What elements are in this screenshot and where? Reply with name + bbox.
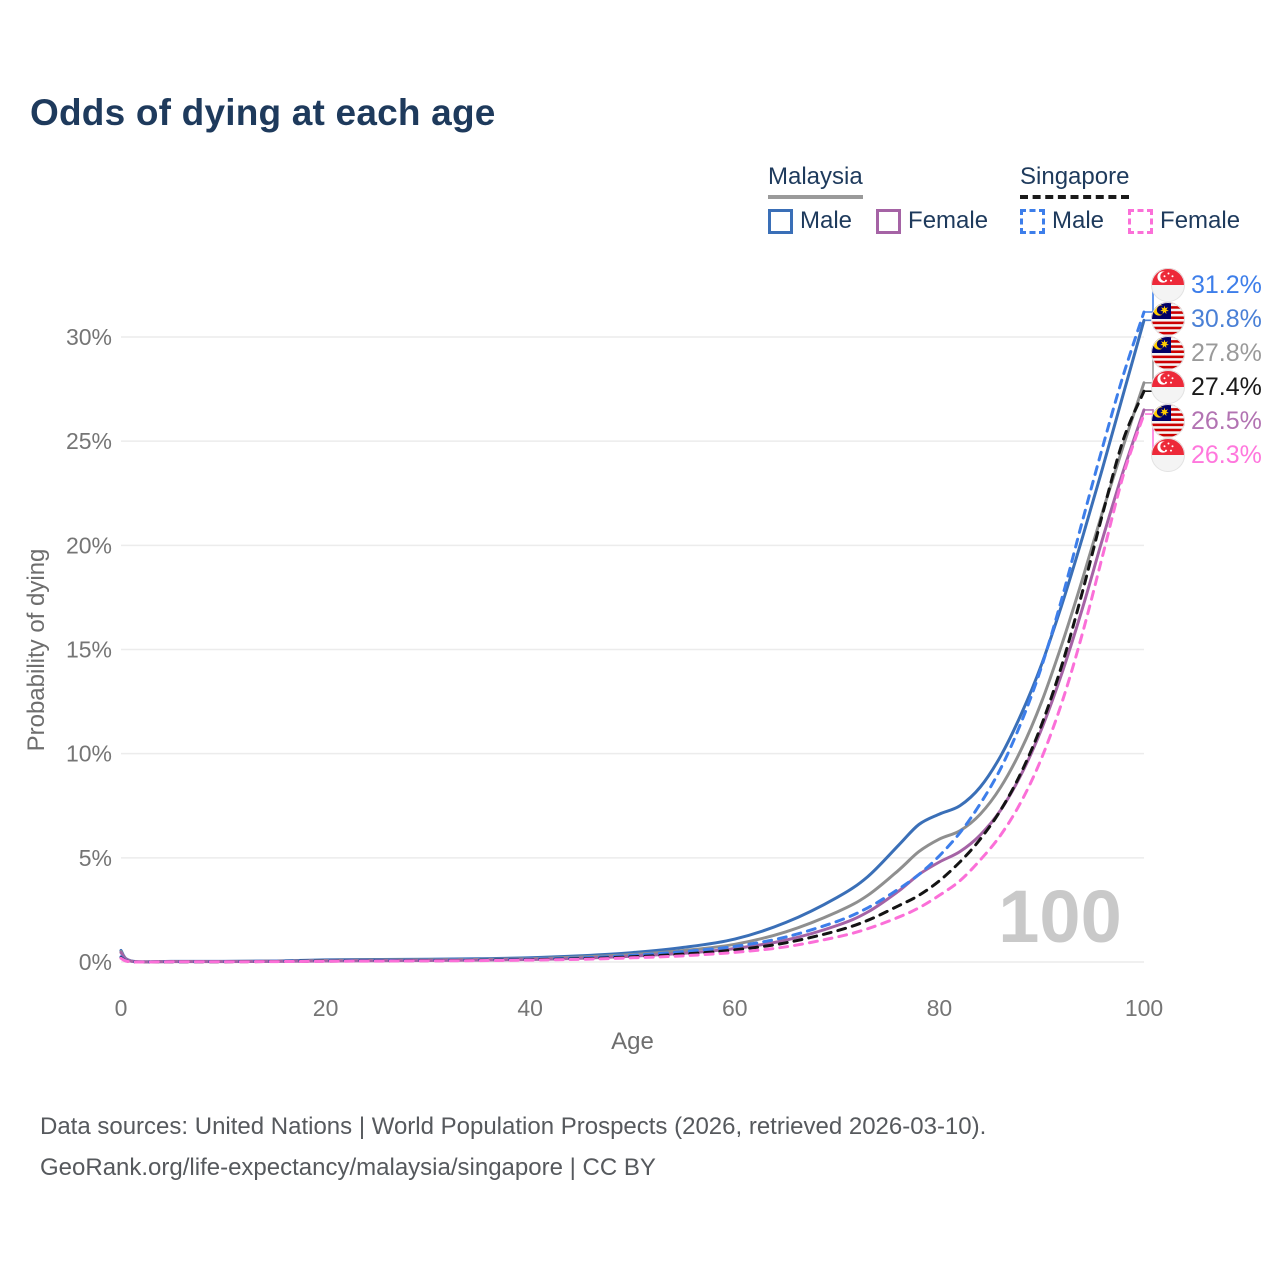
legend-label: Male bbox=[1052, 207, 1105, 234]
end-label-malaysia-female[interactable]: 26.5% bbox=[1150, 403, 1262, 439]
x-tick-label: 40 bbox=[517, 995, 543, 1021]
y-tick-label: 30% bbox=[66, 324, 112, 350]
legend-country-singapore[interactable]: Singapore bbox=[1020, 163, 1130, 199]
end-label-value: 27.4% bbox=[1191, 372, 1262, 401]
singapore-female-swatch bbox=[1128, 208, 1154, 234]
end-label-singapore-overall[interactable]: 27.4% bbox=[1150, 369, 1262, 405]
end-label-value: 26.3% bbox=[1191, 440, 1262, 469]
end-label-malaysia-overall[interactable]: 27.8% bbox=[1150, 335, 1262, 371]
singapore-flag-icon bbox=[1151, 370, 1185, 404]
malaysia-flag-icon bbox=[1151, 404, 1185, 438]
malaysia-female-swatch bbox=[876, 208, 902, 234]
y-tick-label: 10% bbox=[66, 741, 112, 767]
legend-country-malaysia[interactable]: Malaysia bbox=[768, 163, 863, 199]
hover-age-watermark: 100 bbox=[998, 875, 1121, 958]
y-tick-label: 15% bbox=[66, 637, 112, 663]
legend-item-singapore-male[interactable]: Male bbox=[1020, 207, 1104, 235]
legend-label: Female bbox=[908, 207, 989, 234]
series-line-singapore-overall[interactable] bbox=[119, 389, 1146, 964]
x-tick-label: 60 bbox=[722, 995, 748, 1021]
y-axis-title: Probability of dying bbox=[23, 549, 50, 752]
x-tick-label: 0 bbox=[115, 995, 128, 1021]
series-line-malaysia-male[interactable] bbox=[119, 318, 1146, 964]
x-tick-label: 20 bbox=[313, 995, 339, 1021]
legend-label: Female bbox=[1160, 207, 1241, 234]
end-label-malaysia-male[interactable]: 30.8% bbox=[1150, 301, 1262, 337]
legend-group-malaysia: Malaysia Male Female bbox=[768, 163, 1012, 235]
malaysia-male-swatch bbox=[768, 208, 793, 234]
end-label-value: 31.2% bbox=[1191, 270, 1262, 299]
legend-item-singapore-female[interactable]: Female bbox=[1128, 207, 1240, 235]
y-tick-label: 20% bbox=[66, 532, 112, 558]
x-axis-title: Age bbox=[611, 1028, 654, 1055]
malaysia-flag-icon bbox=[1151, 336, 1185, 370]
y-tick-label: 25% bbox=[66, 428, 112, 454]
series-line-singapore-female[interactable] bbox=[119, 412, 1146, 964]
malaysia-flag-icon bbox=[1151, 302, 1185, 336]
x-tick-label: 80 bbox=[927, 995, 953, 1021]
singapore-flag-icon bbox=[1151, 268, 1185, 302]
singapore-flag-icon bbox=[1151, 438, 1185, 472]
legend: Malaysia Male Female Singapore Male Fema… bbox=[0, 163, 1280, 243]
legend-item-malaysia-male[interactable]: Male bbox=[768, 207, 852, 235]
end-label-singapore-female[interactable]: 26.3% bbox=[1150, 437, 1262, 473]
footer: Data sources: United Nations | World Pop… bbox=[40, 1106, 986, 1188]
end-label-value: 27.8% bbox=[1191, 338, 1262, 367]
series-line-malaysia-overall[interactable] bbox=[119, 381, 1146, 964]
singapore-male-swatch bbox=[1020, 208, 1045, 234]
footer-attribution: GeoRank.org/life-expectancy/malaysia/sin… bbox=[40, 1154, 656, 1181]
legend-item-malaysia-female[interactable]: Female bbox=[876, 207, 988, 235]
end-label-singapore-male[interactable]: 31.2% bbox=[1150, 267, 1262, 303]
page-title: Odds of dying at each age bbox=[30, 92, 496, 133]
footer-sources: Data sources: United Nations | World Pop… bbox=[40, 1113, 987, 1140]
series-line-singapore-male[interactable] bbox=[119, 310, 1146, 964]
legend-label: Male bbox=[800, 207, 853, 234]
series-line-malaysia-female[interactable] bbox=[119, 408, 1146, 964]
legend-group-singapore: Singapore Male Female bbox=[1020, 163, 1264, 235]
x-tick-label: 100 bbox=[1125, 995, 1163, 1021]
end-label-value: 30.8% bbox=[1191, 304, 1262, 333]
y-tick-label: 0% bbox=[79, 949, 112, 975]
end-label-value: 26.5% bbox=[1191, 406, 1262, 435]
y-tick-label: 5% bbox=[79, 845, 112, 871]
mortality-line-chart[interactable]: 0% 5% 10% 15% 20% 25% 30% 0 20 40 60 80 100 Age Probab… bbox=[0, 0, 1280, 1080]
